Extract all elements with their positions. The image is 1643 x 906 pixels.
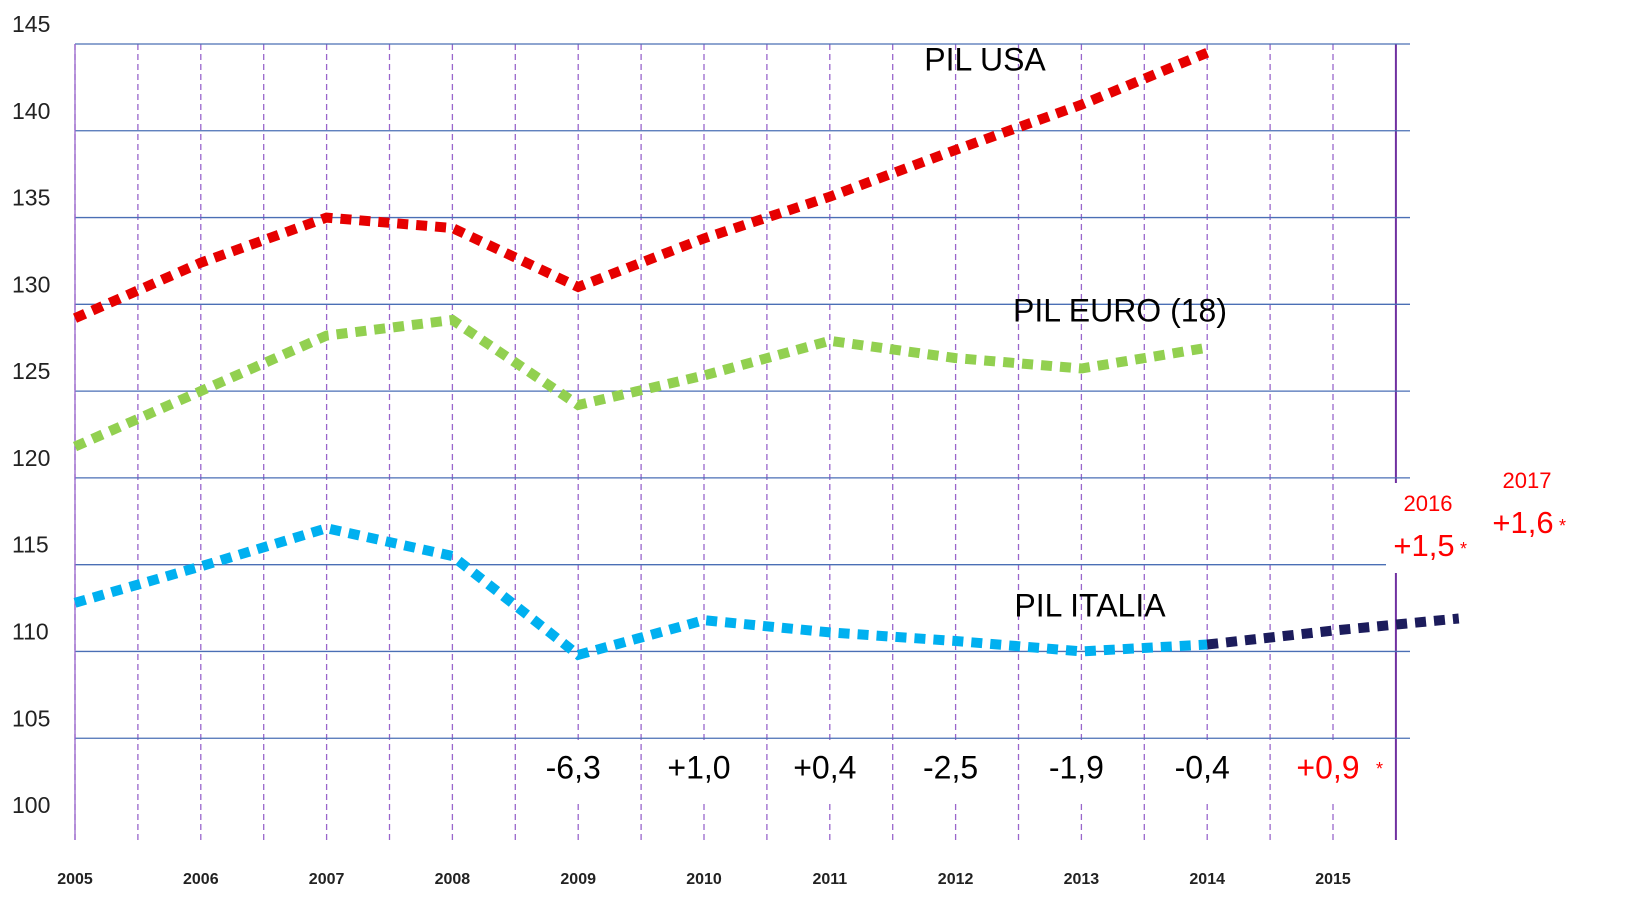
y-tick-label: 145 bbox=[12, 11, 50, 37]
x-tick-label: 2005 bbox=[57, 871, 93, 888]
series-label: PIL EURO (18) bbox=[1013, 292, 1227, 328]
y-tick-label: 125 bbox=[12, 358, 50, 384]
growth-label: +0,9 bbox=[1296, 749, 1359, 785]
x-tick-label: 2006 bbox=[183, 871, 219, 888]
forecast-note: * bbox=[1460, 539, 1467, 559]
series-line bbox=[1206, 613, 1460, 650]
x-tick-label: 2007 bbox=[309, 871, 345, 888]
x-tick-label: 2008 bbox=[435, 871, 471, 888]
x-tick-label: 2015 bbox=[1315, 871, 1351, 888]
forecast-year: 2016 bbox=[1404, 491, 1453, 516]
y-tick-label: 115 bbox=[12, 532, 49, 558]
x-tick-label: 2011 bbox=[812, 871, 847, 888]
growth-label: -6,3 bbox=[546, 749, 601, 785]
series-label: PIL USA bbox=[924, 41, 1046, 77]
y-tick-label: 110 bbox=[12, 619, 49, 645]
label-box bbox=[1485, 460, 1575, 550]
label-box bbox=[895, 740, 1006, 800]
label-box bbox=[1386, 483, 1476, 573]
growth-label: -2,5 bbox=[923, 749, 978, 785]
label-box bbox=[1021, 740, 1132, 800]
y-tick-label: 135 bbox=[12, 185, 50, 211]
growth-label: -0,4 bbox=[1175, 749, 1230, 785]
series-line bbox=[72, 314, 1209, 452]
y-tick-label: 120 bbox=[12, 445, 50, 471]
label-box bbox=[769, 740, 880, 800]
forecast-year: 2017 bbox=[1503, 468, 1552, 493]
label-box bbox=[518, 740, 629, 800]
forecast-label: +1,5 bbox=[1393, 528, 1454, 563]
series-line bbox=[73, 523, 1208, 661]
y-tick-label: 100 bbox=[12, 792, 50, 818]
growth-label: +1,0 bbox=[667, 749, 730, 785]
growth-label: +0,4 bbox=[793, 749, 856, 785]
x-tick-label: 2012 bbox=[938, 871, 974, 888]
y-tick-label: 140 bbox=[12, 98, 50, 124]
label-box bbox=[1147, 740, 1258, 800]
x-tick-label: 2013 bbox=[1064, 871, 1100, 888]
label-box bbox=[644, 740, 754, 800]
x-tick-label: 2009 bbox=[560, 871, 596, 888]
x-tick-label: 2014 bbox=[1189, 871, 1225, 888]
growth-label: -1,9 bbox=[1049, 749, 1104, 785]
growth-note: * bbox=[1376, 759, 1383, 779]
y-tick-label: 130 bbox=[12, 271, 50, 297]
forecast-note: * bbox=[1559, 516, 1566, 536]
series-label: PIL ITALIA bbox=[1014, 587, 1166, 623]
label-box bbox=[1273, 740, 1383, 800]
y-tick-label: 105 bbox=[12, 705, 50, 731]
x-tick-label: 2010 bbox=[686, 871, 722, 888]
forecast-label: +1,6 bbox=[1492, 505, 1553, 540]
